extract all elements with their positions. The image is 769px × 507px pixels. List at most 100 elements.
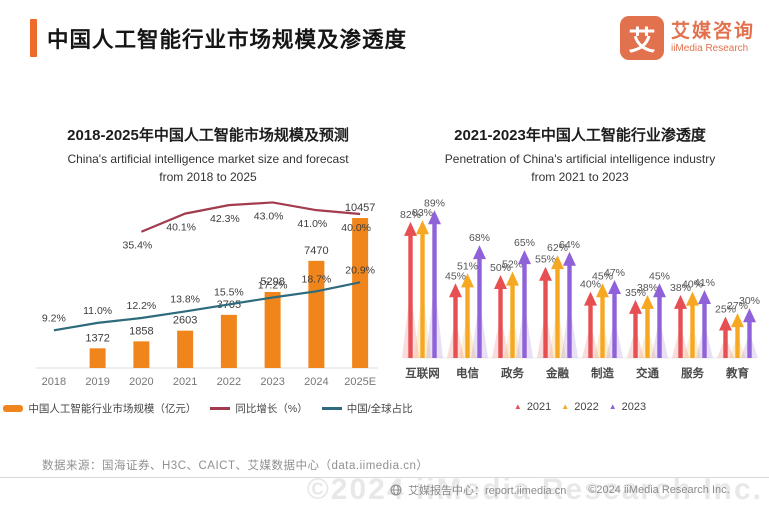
bar-legend-swatch <box>3 405 24 412</box>
penetration-value-label: 52% <box>502 259 523 271</box>
share-point-label: 9.2% <box>42 312 66 324</box>
charts-row: 2018-2025年中国人工智能市场规模及预测 China's artifici… <box>3 124 760 416</box>
report-center-link[interactable]: 艾媒报告中心：report.iimedia.cn <box>408 485 567 497</box>
penetration-value-label: 40% <box>580 279 601 291</box>
bar-value-label: 5298 <box>260 276 284 288</box>
line-legend-swatch <box>321 407 342 410</box>
share-point-label: 20.9% <box>345 264 375 276</box>
arrow-shaft <box>702 299 707 358</box>
penetration-value-label: 47% <box>604 267 625 279</box>
left-chart-title: 2018-2025年中国人工智能市场规模及预测 <box>67 127 349 144</box>
market-size-bar <box>220 314 237 368</box>
axis-tick-label: 服务 <box>681 366 704 380</box>
axis-tick-label: 2018 <box>42 376 66 388</box>
bar-value-label: 10457 <box>345 202 376 214</box>
axis-tick-label: 2019 <box>85 376 109 388</box>
arrow-shaft <box>453 293 458 358</box>
triangle-legend-swatch: ▲ <box>608 402 617 411</box>
legend-item: 中国人工智能行业市场规模（亿元） <box>3 401 196 416</box>
legend-item: 同比增长（%） <box>210 401 308 416</box>
legend-item: 中国/全球占比 <box>321 401 413 416</box>
brand-logo: 艾 艾媒咨询 iiMedia Research <box>619 16 755 60</box>
penetration-chart: 互联网82%83%89%电信45%51%68%政务50%52%65%金融55%6… <box>400 197 760 380</box>
legend-label: 同比增长（%） <box>235 403 308 415</box>
market-size-bar <box>133 341 150 368</box>
penetration-value-label: 38% <box>637 282 658 294</box>
legend-label: 2023 <box>621 401 647 413</box>
axis-tick-label: 制造 <box>591 366 614 380</box>
triangle-legend-swatch: ▲ <box>513 402 522 411</box>
logo-name-en: iiMedia Research <box>670 43 749 54</box>
share-point-label: 11.0% <box>83 305 112 317</box>
right-chart-legend: ▲ 2021 ▲ 2022 ▲ 2023 <box>400 401 760 413</box>
market-size-bar <box>308 260 325 368</box>
data-source-note: 数据来源：国海证券、H3C、CAICT、艾媒数据中心（data.iimedia.… <box>42 460 429 472</box>
bar-value-label: 1372 <box>85 332 109 344</box>
arrow-shaft <box>735 323 740 358</box>
share-point-label: 15.5% <box>214 286 244 298</box>
penetration-value-label: 50% <box>490 262 511 274</box>
penetration-value-label: 45% <box>649 270 670 282</box>
penetration-value-label: 30% <box>739 295 760 307</box>
logo-name-cn: 艾媒咨询 <box>670 21 755 42</box>
arrow-head <box>518 250 531 265</box>
arrow-shaft <box>510 281 515 358</box>
axis-tick-label: 2025E <box>344 376 376 388</box>
arrow-head <box>584 291 597 306</box>
axis-tick-label: 2023 <box>260 376 284 388</box>
penetration-value-label: 45% <box>592 270 613 282</box>
penetration-value-label: 89% <box>424 197 445 209</box>
arrow-shaft <box>747 318 752 358</box>
growth-point-label: 40.0% <box>341 222 371 234</box>
growth-point-label: 42.3% <box>210 213 240 225</box>
title-accent-bar <box>30 19 37 57</box>
arrow-head <box>629 299 642 314</box>
legend-item: ▲ 2021 <box>514 401 551 413</box>
logo-text: 艾媒咨询 iiMedia Research <box>671 21 755 55</box>
global-share-line <box>53 281 361 332</box>
copyright-text: ©2024 iiMedia Research Inc. <box>588 484 730 496</box>
logo-mark-icon: 艾 <box>619 16 664 60</box>
arrow-shaft <box>612 289 617 358</box>
arrow-head <box>731 313 744 328</box>
arrow-shaft <box>465 283 470 358</box>
market-size-bar <box>89 348 106 368</box>
penetration-value-label: 40% <box>682 279 703 291</box>
arrow-head <box>686 291 699 306</box>
arrow-shaft <box>420 230 425 358</box>
axis-tick-label: 政务 <box>501 366 524 380</box>
legend-item: ▲ 2022 <box>561 401 598 413</box>
arrow-shaft <box>645 304 650 358</box>
penetration-value-label: 64% <box>559 239 580 251</box>
arrow-shaft <box>477 255 482 358</box>
arrow-head <box>416 220 429 235</box>
axis-tick-label: 交通 <box>636 366 659 380</box>
line-legend-swatch <box>210 407 231 410</box>
arrow-head <box>641 294 654 309</box>
arrow-head <box>404 221 417 236</box>
growth-point-label: 41.0% <box>297 218 327 230</box>
arrow-shaft <box>723 326 728 358</box>
arrow-shaft <box>432 220 437 358</box>
penetration-value-label: 35% <box>625 287 646 299</box>
left-chart-subtitle-range: from 2018 to 2025 <box>159 170 257 184</box>
market-size-bar <box>352 218 369 368</box>
arrow-head <box>494 275 507 289</box>
arrow-shaft <box>678 304 683 358</box>
legend-label: 2022 <box>574 401 599 413</box>
axis-tick-label: 2021 <box>173 376 197 388</box>
penetration-value-label: 65% <box>514 237 535 249</box>
market-size-bar <box>177 330 194 368</box>
arrow-shaft <box>408 231 413 358</box>
share-point-label: 17.2% <box>258 279 288 291</box>
penetration-value-label: 82% <box>400 209 421 221</box>
arrow-shaft <box>588 301 593 358</box>
axis-tick-label: 2020 <box>129 376 153 388</box>
triangle-legend-swatch: ▲ <box>561 402 570 411</box>
arrow-shaft <box>498 285 503 358</box>
arrow-head <box>596 283 609 298</box>
arrow-shaft <box>690 301 695 358</box>
bar-value-label: 7470 <box>304 245 328 257</box>
footer-content: 艾媒报告中心：report.iimedia.cn ©2024 iiMedia R… <box>390 482 730 498</box>
arrow-shaft <box>657 293 662 358</box>
